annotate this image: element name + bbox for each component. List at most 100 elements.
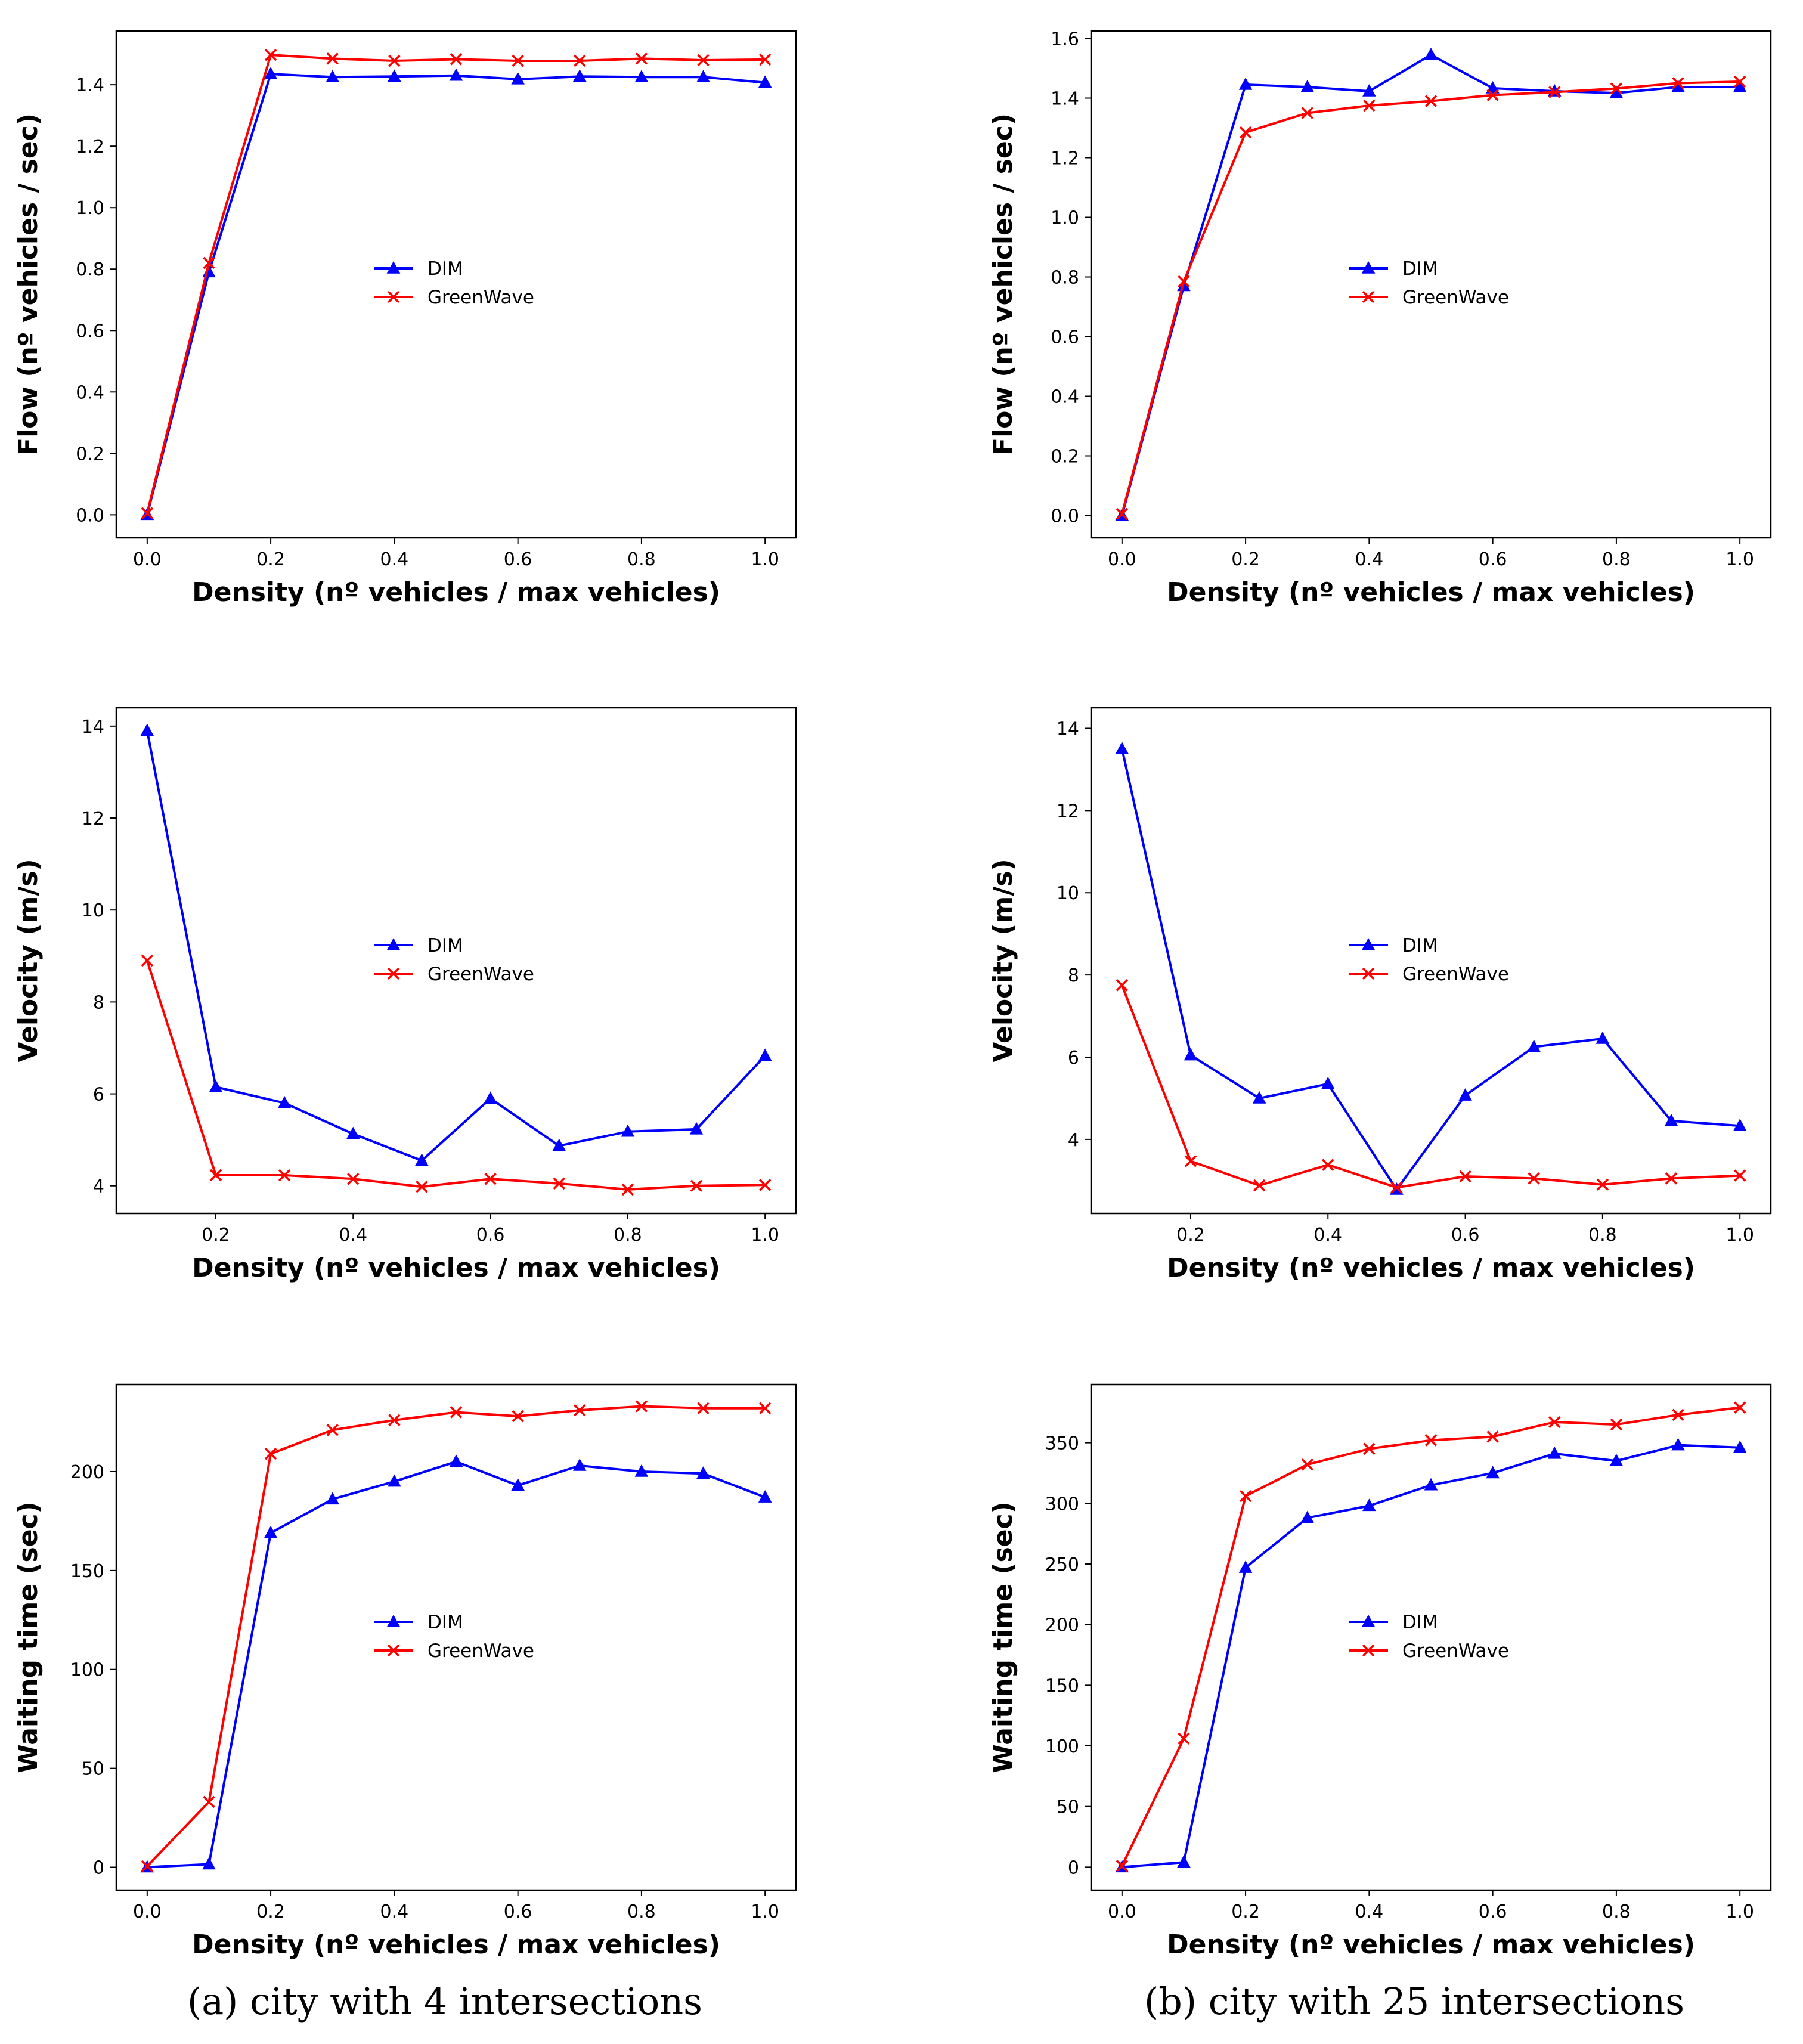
data-point-dim: [1596, 1031, 1610, 1044]
series-greenwave: [1116, 979, 1746, 1194]
legend-marker: [386, 937, 401, 950]
y-tick-label: 12: [1057, 801, 1079, 822]
data-point-greenwave: [1301, 1458, 1313, 1471]
data-point-greenwave: [1665, 1172, 1678, 1185]
data-point-dim: [1664, 1113, 1678, 1126]
legend-label: DIM: [1402, 258, 1438, 280]
x-tick-label: 0.0: [133, 549, 162, 570]
data-point-dim: [202, 1857, 216, 1870]
legend-marker: [1362, 1644, 1375, 1657]
x-tick-label: 1.0: [751, 549, 779, 570]
legend: DIM GreenWave: [374, 935, 534, 985]
chart-panel-2: 0.0 0.2 0.4 0.6 0.8 1.0 0.0 0.2 0.4 0.6 0.8 1.0 1.2 1…: [988, 29, 1772, 608]
legend-item-greenwave: GreenWave: [374, 287, 534, 308]
data-point-greenwave: [758, 53, 772, 66]
x-tick-label: 0.4: [1313, 1225, 1342, 1246]
y-tick-label: 8: [93, 992, 104, 1013]
data-point-dim: [1115, 741, 1129, 754]
x-tick-label: 0.4: [1355, 549, 1384, 570]
data-point-dim: [634, 70, 649, 83]
x-tick-label: 0.2: [256, 549, 285, 570]
legend-item-dim: DIM: [1349, 1612, 1438, 1633]
data-point-dim: [1547, 1446, 1562, 1459]
x-tick-label: 0.8: [614, 1225, 642, 1246]
x-tick-label: 0.2: [1231, 549, 1260, 570]
legend-marker: [1362, 290, 1375, 303]
data-point-dim: [1300, 79, 1315, 92]
data-point-greenwave: [621, 1183, 634, 1196]
x-tick-label: 0.4: [1355, 1901, 1384, 1922]
legend-label: DIM: [1402, 1612, 1438, 1633]
data-point-dim: [484, 1091, 497, 1104]
series-line-greenwave: [145, 54, 766, 514]
data-point-greenwave: [278, 1169, 291, 1182]
legend: DIM GreenWave: [1349, 258, 1509, 308]
data-point-dim: [1458, 1088, 1472, 1101]
x-tick-label: 0.2: [256, 1901, 285, 1922]
legend-marker: [1361, 261, 1376, 274]
x-tick-label: 0.4: [380, 549, 409, 570]
legend-label: GreenWave: [1402, 287, 1509, 308]
plot-frame: [1090, 1383, 1772, 1891]
data-point-dim: [696, 70, 710, 83]
y-axis-label: Flow (nº vehicles / sec): [988, 113, 1018, 456]
legend-label: GreenWave: [427, 287, 534, 308]
y-tick-label: 0.2: [76, 444, 104, 464]
legend-label: DIM: [427, 935, 463, 956]
data-point-greenwave: [326, 52, 339, 65]
legend-label: DIM: [427, 258, 463, 280]
data-point-dim: [415, 1153, 429, 1166]
legend-label: GreenWave: [1402, 964, 1509, 985]
data-point-greenwave: [1116, 1860, 1129, 1872]
legend-item-greenwave: GreenWave: [1349, 287, 1509, 308]
legend-marker: [387, 290, 400, 303]
data-point-greenwave: [1733, 75, 1746, 88]
data-point-dim: [552, 1138, 566, 1151]
x-tick-label: 1.0: [1725, 1225, 1754, 1246]
data-point-greenwave: [1363, 99, 1376, 112]
y-tick-label: 0: [1068, 1857, 1079, 1878]
chart-panel-6: 0.0 0.2 0.4 0.6 0.8 1.0 0 50 100 150 200 250 300 350 D…: [988, 1383, 1772, 1960]
series-line-dim: [1120, 54, 1740, 516]
data-point-greenwave: [1424, 95, 1438, 107]
data-point-dim: [388, 1474, 401, 1487]
x-tick-label: 0.8: [1588, 1225, 1617, 1246]
data-point-greenwave: [1390, 1181, 1403, 1194]
series-dim: [1115, 741, 1747, 1195]
data-point-greenwave: [141, 1860, 154, 1873]
x-tick-label: 0.6: [1479, 549, 1507, 570]
data-point-greenwave: [1548, 1416, 1561, 1429]
legend-label: DIM: [427, 1612, 463, 1633]
data-point-dim: [1238, 77, 1253, 90]
legend-marker: [1361, 1614, 1376, 1627]
data-point-greenwave: [1596, 1178, 1609, 1191]
data-point-greenwave: [690, 1179, 703, 1192]
data-point-greenwave: [1459, 1170, 1471, 1183]
data-point-greenwave: [264, 1447, 277, 1460]
data-point-greenwave: [1178, 1732, 1190, 1745]
legend-item-greenwave: GreenWave: [374, 1640, 534, 1662]
data-point-dim: [1362, 83, 1376, 97]
legend-marker: [1361, 937, 1376, 950]
x-tick-label: 0.6: [504, 549, 532, 570]
y-tick-label: 14: [1057, 719, 1079, 739]
data-point-dim: [758, 1490, 772, 1503]
y-tick-label: 1.0: [76, 198, 104, 219]
data-point-greenwave: [1486, 1430, 1499, 1443]
x-tick-label: 0.4: [380, 1901, 409, 1922]
y-tick-label: 0.8: [76, 259, 104, 280]
x-tick-label: 0.8: [627, 1901, 656, 1922]
data-point-greenwave: [1253, 1179, 1266, 1192]
data-point-greenwave: [1733, 1169, 1746, 1182]
data-point-dim: [1321, 1076, 1335, 1089]
data-point-dim: [1733, 1440, 1747, 1453]
y-tick-label: 10: [82, 900, 104, 921]
data-point-dim: [1671, 1438, 1685, 1451]
y-axis-label: Velocity (m/s): [13, 859, 44, 1062]
x-tick-label: 0.2: [1176, 1225, 1205, 1246]
data-point-greenwave: [450, 53, 463, 66]
data-point-dim: [1486, 1466, 1500, 1479]
legend-label: GreenWave: [1402, 1640, 1509, 1662]
legend: DIM GreenWave: [1349, 935, 1509, 985]
legend-item-greenwave: GreenWave: [1349, 964, 1509, 985]
